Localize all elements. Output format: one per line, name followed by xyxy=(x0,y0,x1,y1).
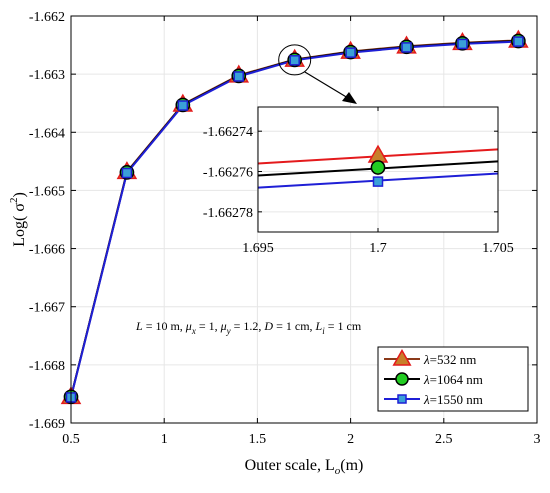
y-tick-label: -1.667 xyxy=(29,301,65,316)
annotation-part: μ xyxy=(185,319,192,333)
inset-x-tick-label: 1.695 xyxy=(242,241,274,256)
y-tick-label: -1.669 xyxy=(29,417,65,432)
x-tick-label: 2 xyxy=(347,432,354,447)
main-tick-labels: 0.5 1 1.5 2 2.5 3 -1.669 -1.668 -1.667 -1.666 -1.6… xyxy=(29,10,541,447)
annotation-part: L xyxy=(315,319,323,333)
inset-y-tick-label: -1.66274 xyxy=(203,125,253,140)
y-axis-title-end: ) xyxy=(11,192,28,197)
data-point-2 xyxy=(121,167,133,179)
annotation-part: = 1.2, xyxy=(231,319,265,333)
y-axis-title-main: Log( σ xyxy=(11,203,28,247)
legend-marker-0 xyxy=(392,349,412,366)
legend-lambda: λ xyxy=(423,372,430,387)
legend-wavelength: =1550 nm xyxy=(430,392,483,407)
x-axis-title-unit: (m) xyxy=(340,457,363,474)
data-point-2 xyxy=(401,42,412,53)
y-tick-label: -1.666 xyxy=(29,243,65,258)
data-point-2 xyxy=(289,55,300,66)
annotation-part: = 1, xyxy=(196,319,221,333)
x-tick-label: 0.5 xyxy=(62,432,80,447)
annotation-part: μ xyxy=(220,319,227,333)
data-point-2 xyxy=(345,47,356,58)
legend-label-2: λ=1550 nm xyxy=(423,392,483,407)
inset-ticks xyxy=(257,107,499,232)
inset-x-tick-label: 1.705 xyxy=(482,241,514,256)
annotation-part: D xyxy=(263,319,273,333)
legend-marker-2 xyxy=(397,394,407,404)
y-tick-label: -1.664 xyxy=(29,126,65,141)
legend-label-1: λ=1064 nm xyxy=(423,372,483,387)
inset-tick-labels: 1.695 1.7 1.705 -1.66274 -1.66276 -1.66278 xyxy=(203,125,514,256)
main-plot-frame xyxy=(70,15,538,424)
data-point-2 xyxy=(177,100,189,111)
legend-lambda: λ xyxy=(423,352,430,367)
annotation-part: L xyxy=(135,319,143,333)
y-axis-title-sup: 2 xyxy=(8,198,20,204)
legend-wavelength: =1064 nm xyxy=(430,372,483,387)
legend-marker-1 xyxy=(395,372,409,386)
x-tick-label: 1 xyxy=(161,432,168,447)
annotation-part: = 1 cm xyxy=(325,319,362,333)
main-ticks xyxy=(70,15,538,424)
annotation-part: y xyxy=(226,326,231,336)
legend-lambda: λ xyxy=(423,392,430,407)
zoom-circle xyxy=(278,44,312,76)
legend-label-0: λ=532 nm xyxy=(423,352,476,367)
inset-x-tick-label: 1.7 xyxy=(369,241,387,256)
y-axis-title: Log( σ2) xyxy=(8,192,28,247)
inset-point-1 xyxy=(370,160,386,175)
x-tick-label: 1.5 xyxy=(249,432,267,447)
legend: λ=532 nmλ=1064 nmλ=1550 nm xyxy=(377,346,529,412)
inset-point-2 xyxy=(372,176,384,187)
inset-y-tick-label: -1.66276 xyxy=(203,166,253,181)
data-point-2 xyxy=(513,36,524,47)
inset-markers xyxy=(367,144,389,187)
annotation-part: = 10 m, xyxy=(143,319,186,333)
zoom-arrow xyxy=(304,71,349,99)
x-axis-title: Outer scale, Lo(m) xyxy=(245,457,364,477)
annotation-part: = 1 cm, xyxy=(273,319,315,333)
data-point-2 xyxy=(233,71,245,82)
y-tick-label: -1.668 xyxy=(29,359,65,374)
data-point-2 xyxy=(457,38,468,50)
y-tick-label: -1.665 xyxy=(29,184,65,199)
parameters-annotation: L = 10 m, μx = 1, μy = 1.2, D = 1 cm, Li… xyxy=(135,319,362,336)
x-tick-label: 2.5 xyxy=(435,432,453,447)
x-axis-title-sub: o xyxy=(335,465,341,477)
y-tick-label: -1.662 xyxy=(29,10,65,25)
x-axis-title-main: Outer scale, L xyxy=(245,457,335,474)
zoom-arrowhead xyxy=(342,92,357,104)
x-tick-label: 3 xyxy=(534,432,541,447)
legend-wavelength: =532 nm xyxy=(430,352,477,367)
inset-y-tick-label: -1.66278 xyxy=(203,206,253,221)
annotation-part: i xyxy=(322,326,325,336)
y-tick-label: -1.663 xyxy=(29,68,65,83)
annotation-part: x xyxy=(191,326,196,336)
